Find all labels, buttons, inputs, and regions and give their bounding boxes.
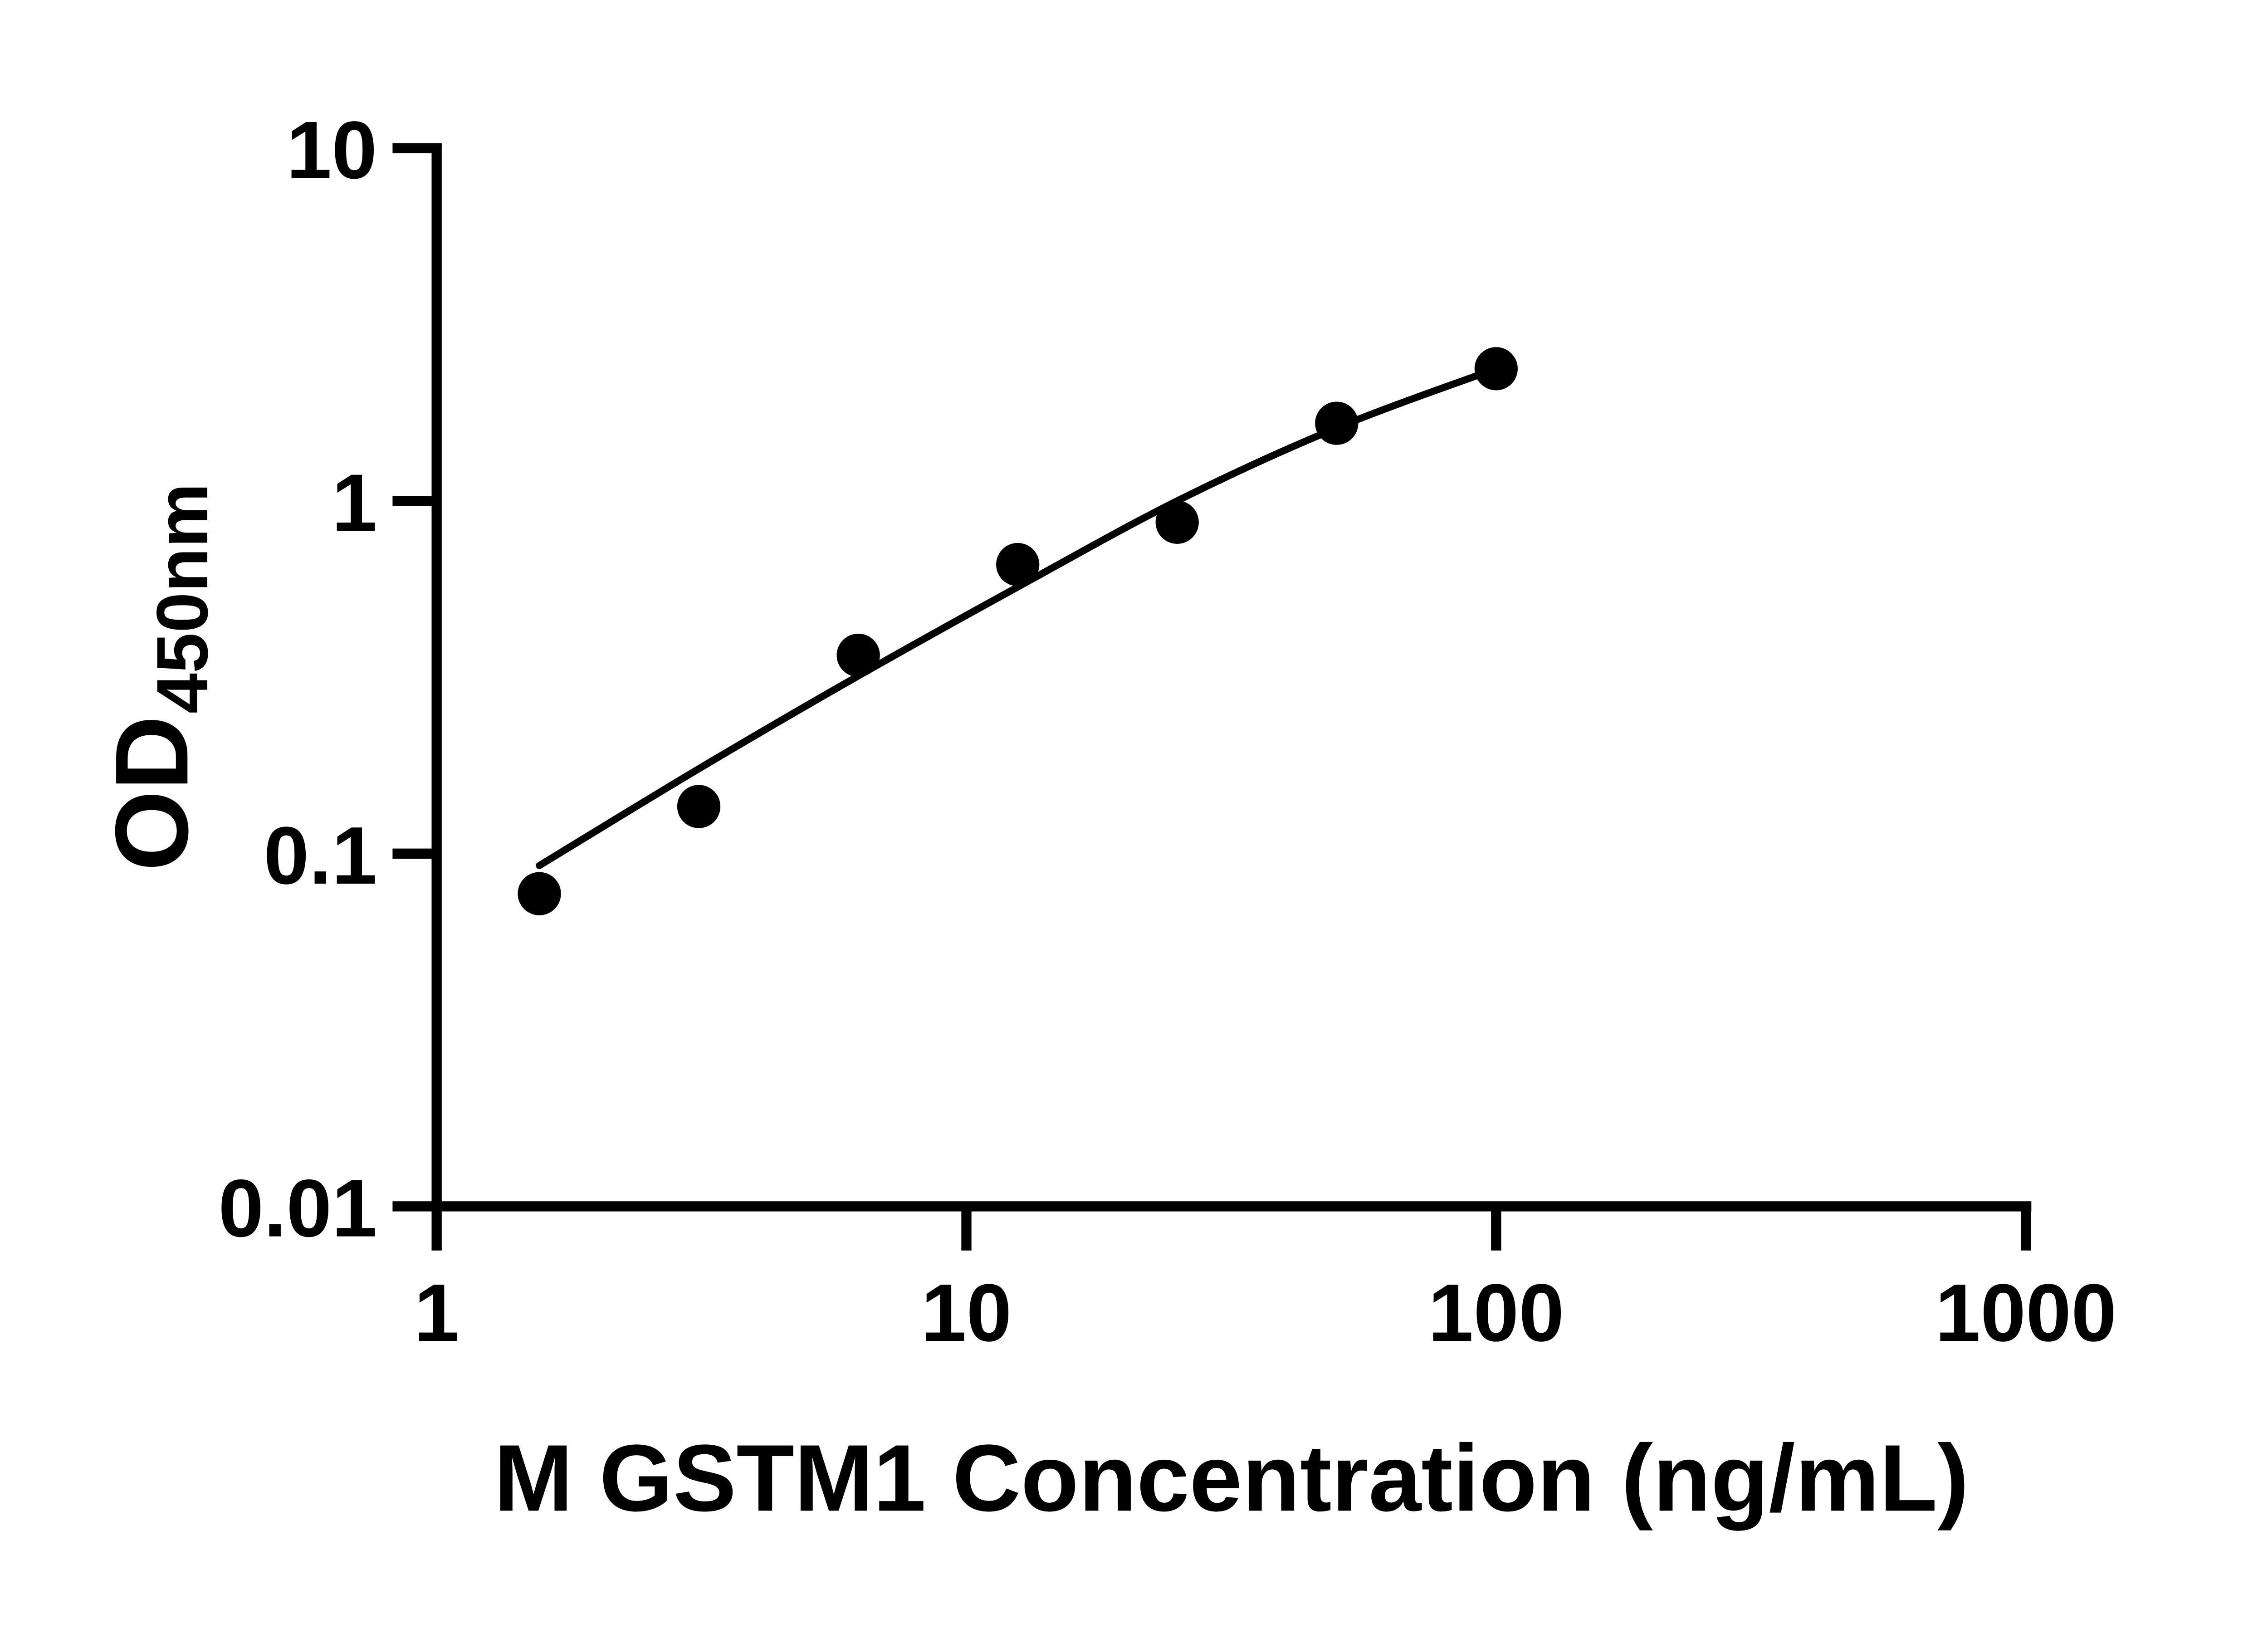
x-tick-label: 10 [921,1267,1012,1359]
x-axis-tick-labels: 1 10 100 1000 [414,1267,2117,1359]
y-axis-title-main: OD [94,716,210,871]
standard-data-points [518,347,1518,915]
x-axis-ticks [431,1206,2031,1251]
x-tick-label: 1 [414,1267,459,1359]
data-point-marker [836,633,880,677]
y-tick-label: 0.1 [264,810,377,901]
elisa-standard-curve-figure: 10 1 0.1 0.01 1 10 100 1000 M GSTM1 Concentrat… [94,104,2117,1531]
x-axis-title: M GSTM1 Concentration (ng/mL) [494,1425,1969,1531]
fitted-curve-line [536,365,1500,869]
data-point-marker [996,543,1040,587]
data-point-marker [677,785,721,828]
data-point-marker [1474,347,1518,391]
y-tick-label: 0.01 [218,1163,377,1254]
elisa-standard-curve-chart: 10 1 0.1 0.01 1 10 100 1000 M GSTM1 Concentrat… [94,104,2117,1531]
y-axis-ticks [392,143,437,1212]
y-axis-tick-labels: 10 1 0.1 0.01 [218,105,377,1254]
y-axis-title-subscript: 450nm [142,483,223,714]
axes: 10 1 0.1 0.01 1 10 100 1000 [218,105,2116,1359]
x-tick-label: 1000 [1935,1267,2116,1359]
data-point-marker [1155,500,1199,544]
y-tick-label: 10 [286,105,377,196]
data-point-marker [1315,401,1359,445]
y-tick-label: 1 [332,457,377,548]
x-tick-label: 100 [1428,1267,1564,1359]
y-axis-title: OD 450nm [94,483,223,871]
data-point-marker [518,872,561,915]
